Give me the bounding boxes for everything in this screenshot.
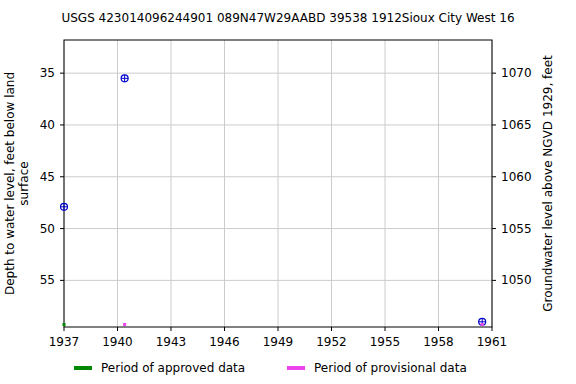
tick xyxy=(60,280,64,281)
y2-axis-label: Groundwater level above NGVD 1929, feet xyxy=(541,55,555,312)
tick xyxy=(331,327,332,331)
tick xyxy=(117,327,118,331)
legend-label: Period of provisional data xyxy=(314,361,467,375)
tick xyxy=(492,124,496,125)
tick xyxy=(64,327,65,331)
tick xyxy=(492,280,496,281)
point-cross xyxy=(482,318,483,325)
tick-label: 1958 xyxy=(423,335,454,349)
tick-label: 1055 xyxy=(501,222,532,236)
tick xyxy=(492,327,493,331)
grid-line xyxy=(278,40,279,327)
grid-line xyxy=(224,40,225,327)
grid-line xyxy=(438,40,439,327)
tick xyxy=(60,176,64,177)
tick-label: 1070 xyxy=(501,66,532,80)
tick xyxy=(278,327,279,331)
data-point xyxy=(61,203,68,210)
tick xyxy=(438,327,439,331)
tick xyxy=(60,73,64,74)
tick-label: 1952 xyxy=(316,335,347,349)
period-mark xyxy=(481,323,484,326)
tick-label: 1065 xyxy=(501,118,532,132)
y-axis-label: Depth to water level, feet below landsur… xyxy=(3,72,31,295)
legend-swatch xyxy=(287,366,305,370)
data-point xyxy=(479,318,486,325)
point-cross xyxy=(64,203,65,210)
tick-label: 1961 xyxy=(477,335,508,349)
plot-marks xyxy=(61,75,486,326)
chart: USGS 423014096244901 089N47W29AABD 39538… xyxy=(0,0,576,384)
grid-line xyxy=(64,228,492,229)
tick-label: 1060 xyxy=(501,170,532,184)
grid-line xyxy=(64,280,492,281)
period-mark xyxy=(123,323,126,326)
period-mark xyxy=(63,323,66,326)
tick xyxy=(60,228,64,229)
tick-label: 1949 xyxy=(263,335,294,349)
grid-line xyxy=(331,40,332,327)
grid-line xyxy=(64,124,492,125)
tick-label: 1940 xyxy=(102,335,133,349)
y-axis-label-line: surface xyxy=(17,161,31,205)
tick xyxy=(492,228,496,229)
tick xyxy=(171,327,172,331)
plot-frame xyxy=(64,40,492,327)
tick-label: 1946 xyxy=(209,335,240,349)
tick-label: 1050 xyxy=(501,273,532,287)
tick-label: 55 xyxy=(40,273,55,287)
tick xyxy=(385,327,386,331)
tick-label: 40 xyxy=(40,118,55,132)
tick-label: 45 xyxy=(40,170,55,184)
grid-line xyxy=(64,176,492,177)
point-cross xyxy=(124,75,125,82)
data-point xyxy=(121,75,128,82)
tick xyxy=(60,124,64,125)
tick-label: 1937 xyxy=(49,335,80,349)
tick-label: 1943 xyxy=(156,335,187,349)
title: USGS 423014096244901 089N47W29AABD 39538… xyxy=(61,11,514,25)
grid-line xyxy=(64,73,492,74)
tick xyxy=(492,176,496,177)
tick-label: 1955 xyxy=(370,335,401,349)
legend-label: Period of approved data xyxy=(101,361,245,375)
tick-label: 35 xyxy=(40,66,55,80)
tick xyxy=(492,73,496,74)
grid-line xyxy=(117,40,118,327)
grid-line xyxy=(385,40,386,327)
grid-line xyxy=(171,40,172,327)
legend-swatch xyxy=(74,366,92,370)
tick-label: 50 xyxy=(40,222,55,236)
y-axis-label-line: Depth to water level, feet below land xyxy=(3,72,17,295)
tick xyxy=(224,327,225,331)
